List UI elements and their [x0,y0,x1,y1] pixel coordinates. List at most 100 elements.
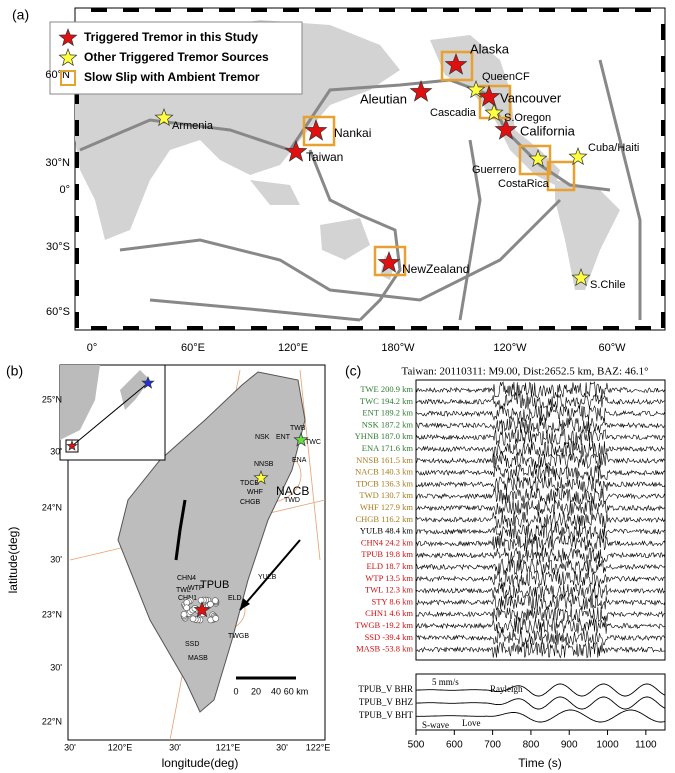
trace-label: SSD -39.4 km [365,632,414,642]
lon-label: 30' [64,742,76,752]
border-tick [635,326,651,330]
tremor-event [180,611,188,618]
lat-label: 30' [50,662,62,672]
tremor-event [183,604,190,612]
seismogram [415,393,666,410]
seismogram [415,464,666,482]
station-label: TWB [290,425,306,432]
border-tick [347,326,363,330]
lat-label: 30' [50,554,62,564]
legend-symbol [60,70,76,86]
x-tick-label: 800 [523,740,540,751]
border-tick [251,326,267,330]
inset-land [60,365,100,440]
seismogram-title: Taiwan: 20110311: M9.00, Dist:2652.5 km,… [402,366,649,378]
trace-label: WHF 127.9 km [360,502,414,512]
place-label: Cascadia [430,107,477,119]
border-tick [91,326,107,330]
trace-label: WTP 13.5 km [365,573,413,583]
station-label: WTP [188,585,204,592]
annotation: 5 mm/s [432,677,459,687]
scale-label: 60 km [284,686,309,696]
component-label: TPUB_V BHT [359,710,414,720]
lon-label: 60°E [181,342,205,354]
y-axis-label: latitude(deg) [6,527,20,594]
arrow-head [240,598,250,610]
place-label: QueenCF [482,71,530,83]
trace-label: TWL 12.3 km [365,585,413,595]
seismogram [416,629,666,646]
seismogram [415,606,666,623]
component-label: TPUB_V BHZ [359,697,413,707]
legend-box [49,21,303,95]
station-label: MASB [188,655,208,662]
tremor-star [377,250,401,273]
border-tick [603,326,619,330]
seismogram [416,696,666,710]
border-tick [661,88,665,104]
x-tick-label: 500 [408,740,425,751]
border-tick [475,326,491,330]
trace-label: NACB 140.3 km [355,467,413,477]
border-tick [75,280,79,296]
lon-label: 120°W [493,342,527,354]
border-tick [219,8,235,12]
x-tick-label: 1000 [596,740,619,751]
tremor-star [154,107,174,127]
lon-label: 30' [169,742,181,752]
trace-label: TWC 194.2 km [360,396,414,406]
lon-label: 180°W [381,342,415,354]
border-tick [411,326,427,330]
border-tick [251,8,267,12]
border-tick [123,8,139,12]
legend-label: Slow Slip with Ambient Tremor [84,70,260,84]
seismogram [415,416,665,434]
seismogram [415,404,666,422]
seismogram [415,534,666,553]
border-tick [411,8,427,12]
trace-label: ELD 18.7 km [366,561,413,571]
place-label: California [520,123,576,138]
border-tick [187,326,203,330]
lat-label: 30°S [46,241,70,253]
border-tick [283,8,299,12]
tremor-star [293,431,309,447]
seismogram [415,582,666,600]
trace-label: CHGB 116.2 km [355,514,413,524]
lon-label: 121°E [216,742,241,752]
tremor-star [284,139,308,162]
lat-label: 30°N [45,157,70,169]
place-label: Alaska [470,41,510,56]
slow-slip-box [302,115,336,147]
border-tick [283,326,299,330]
epicenter-star [193,601,211,618]
border-tick [475,8,491,12]
trace-frame [415,673,666,731]
border-tick [661,280,665,296]
seismogram [415,487,666,505]
station-label: TWC [305,439,321,446]
seismogram [415,381,666,399]
border-tick [603,8,619,12]
station-label: NACB [276,484,309,498]
border-tick [75,152,79,168]
border-tick [187,8,203,12]
inset-line [71,382,149,447]
tremor-star [477,84,501,107]
annotation: S-wave [422,720,449,730]
seismogram [415,440,666,459]
border-tick [661,312,665,328]
border-tick [443,326,459,330]
border-tick [155,8,171,12]
station-label: NNSB [254,461,274,468]
station-label: ENT [276,434,291,441]
trace-label: YULB 48.4 km [360,526,414,536]
tremor-event [211,597,219,604]
trace-label: STY 8.6 km [372,596,414,606]
border-tick [315,8,331,12]
trace-label: CHN1 4.6 km [365,608,413,618]
panel-label: (b) [6,363,23,379]
lon-label: 60°W [598,342,626,354]
station-label: YULB [258,574,277,581]
x-tick-label: 900 [561,740,578,751]
